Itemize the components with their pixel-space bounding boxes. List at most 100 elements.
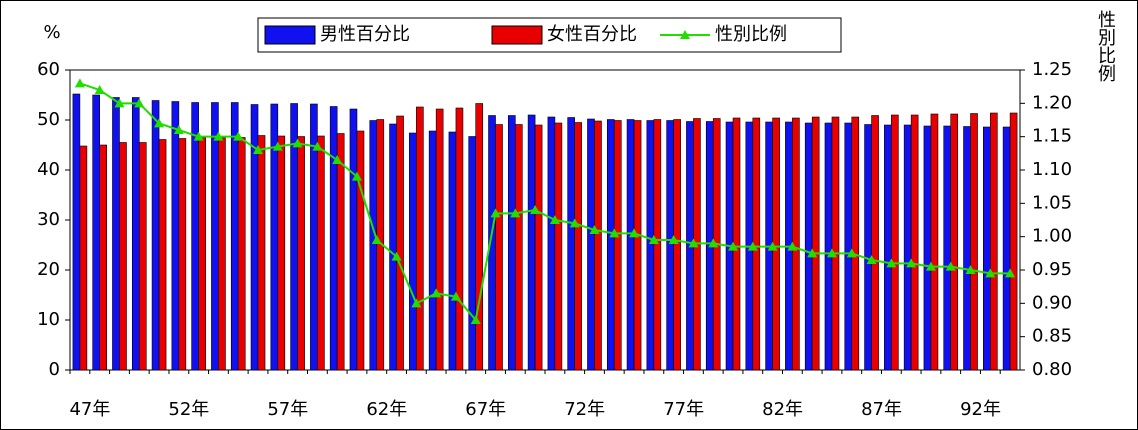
bar bbox=[534, 124, 543, 371]
bar bbox=[356, 130, 365, 371]
marker bbox=[688, 238, 699, 248]
plot-area bbox=[69, 69, 1021, 371]
marker bbox=[490, 208, 501, 218]
bar bbox=[831, 116, 840, 371]
bar bbox=[495, 124, 503, 371]
bar bbox=[1002, 126, 1011, 371]
marker bbox=[470, 315, 481, 324]
x-tick-label: 77年 bbox=[663, 399, 704, 420]
bar bbox=[930, 113, 939, 371]
bar bbox=[349, 108, 358, 371]
y-tick-label: 60 bbox=[37, 59, 60, 80]
bar bbox=[396, 115, 404, 371]
marker bbox=[866, 255, 877, 264]
legend-label: 女性百分比 bbox=[547, 24, 637, 45]
bar bbox=[844, 122, 853, 371]
bar bbox=[151, 100, 160, 371]
bar bbox=[409, 132, 417, 371]
x-tick-label: 67年 bbox=[465, 399, 506, 420]
y-tick-label: 20 bbox=[37, 259, 60, 280]
marker bbox=[668, 235, 679, 244]
marker bbox=[767, 241, 778, 251]
y2-tick-label: 0.80 bbox=[1032, 359, 1072, 380]
marker bbox=[1005, 268, 1016, 278]
bar bbox=[626, 119, 635, 371]
bar bbox=[606, 119, 615, 371]
bar bbox=[864, 124, 872, 371]
x-tick-label: 57年 bbox=[267, 399, 308, 420]
y2-tick-label: 0.85 bbox=[1032, 326, 1072, 347]
y2-tick-label: 1.05 bbox=[1032, 192, 1072, 213]
marker bbox=[787, 241, 798, 251]
bar bbox=[250, 104, 259, 371]
marker bbox=[510, 208, 521, 218]
legend-marker bbox=[680, 30, 690, 39]
bar bbox=[455, 107, 464, 371]
marker bbox=[312, 141, 323, 151]
marker bbox=[906, 258, 917, 268]
marker bbox=[629, 228, 640, 238]
y2-tick-label: 1.20 bbox=[1032, 92, 1072, 113]
marker bbox=[945, 261, 956, 271]
bar bbox=[329, 106, 338, 371]
bar bbox=[950, 113, 959, 371]
bar bbox=[178, 138, 187, 371]
marker bbox=[747, 241, 758, 251]
bar bbox=[389, 123, 397, 371]
marker bbox=[213, 131, 224, 141]
bar bbox=[112, 97, 120, 371]
legend-swatch bbox=[264, 25, 316, 45]
marker bbox=[569, 218, 580, 228]
bar bbox=[257, 135, 266, 371]
bar bbox=[923, 125, 932, 371]
marker bbox=[886, 258, 897, 268]
bar bbox=[158, 139, 167, 371]
y-axis-title: % bbox=[43, 22, 60, 43]
marker bbox=[530, 205, 541, 214]
bar bbox=[1009, 112, 1018, 371]
bar bbox=[871, 115, 879, 371]
x-tick-label: 87年 bbox=[861, 399, 902, 420]
y2-tick-label: 1.00 bbox=[1032, 226, 1072, 247]
bar bbox=[884, 124, 892, 371]
marker bbox=[74, 78, 85, 88]
bar bbox=[317, 135, 325, 371]
bar bbox=[468, 136, 477, 371]
x-tick-label: 92年 bbox=[960, 399, 1001, 420]
y2-tick-label: 0.95 bbox=[1032, 259, 1072, 280]
y2-tick-label: 0.90 bbox=[1032, 292, 1072, 313]
bar bbox=[587, 118, 595, 371]
marker bbox=[332, 155, 343, 164]
x-tick-label: 52年 bbox=[168, 399, 209, 420]
bar bbox=[369, 120, 378, 371]
legend-swatch bbox=[491, 25, 543, 45]
marker bbox=[846, 248, 857, 258]
bar bbox=[891, 114, 899, 371]
bar bbox=[92, 94, 100, 371]
bar bbox=[336, 133, 345, 371]
marker bbox=[925, 261, 936, 271]
marker bbox=[450, 291, 461, 301]
bar bbox=[435, 108, 444, 371]
bar bbox=[646, 120, 655, 371]
marker bbox=[411, 298, 422, 308]
marker bbox=[431, 288, 442, 298]
bar bbox=[990, 112, 998, 371]
bar bbox=[237, 137, 246, 371]
bar bbox=[903, 124, 912, 371]
bar bbox=[527, 114, 536, 371]
bar bbox=[475, 103, 484, 371]
bar bbox=[79, 145, 88, 371]
bar bbox=[851, 116, 860, 371]
marker bbox=[94, 85, 105, 94]
marker bbox=[609, 228, 620, 238]
bar bbox=[574, 122, 582, 371]
bar bbox=[448, 131, 457, 371]
bar bbox=[963, 126, 971, 371]
bar bbox=[211, 102, 219, 371]
bar bbox=[633, 120, 642, 371]
bar bbox=[547, 116, 556, 371]
bar bbox=[508, 115, 516, 371]
marker bbox=[371, 235, 382, 244]
bar bbox=[653, 119, 662, 371]
